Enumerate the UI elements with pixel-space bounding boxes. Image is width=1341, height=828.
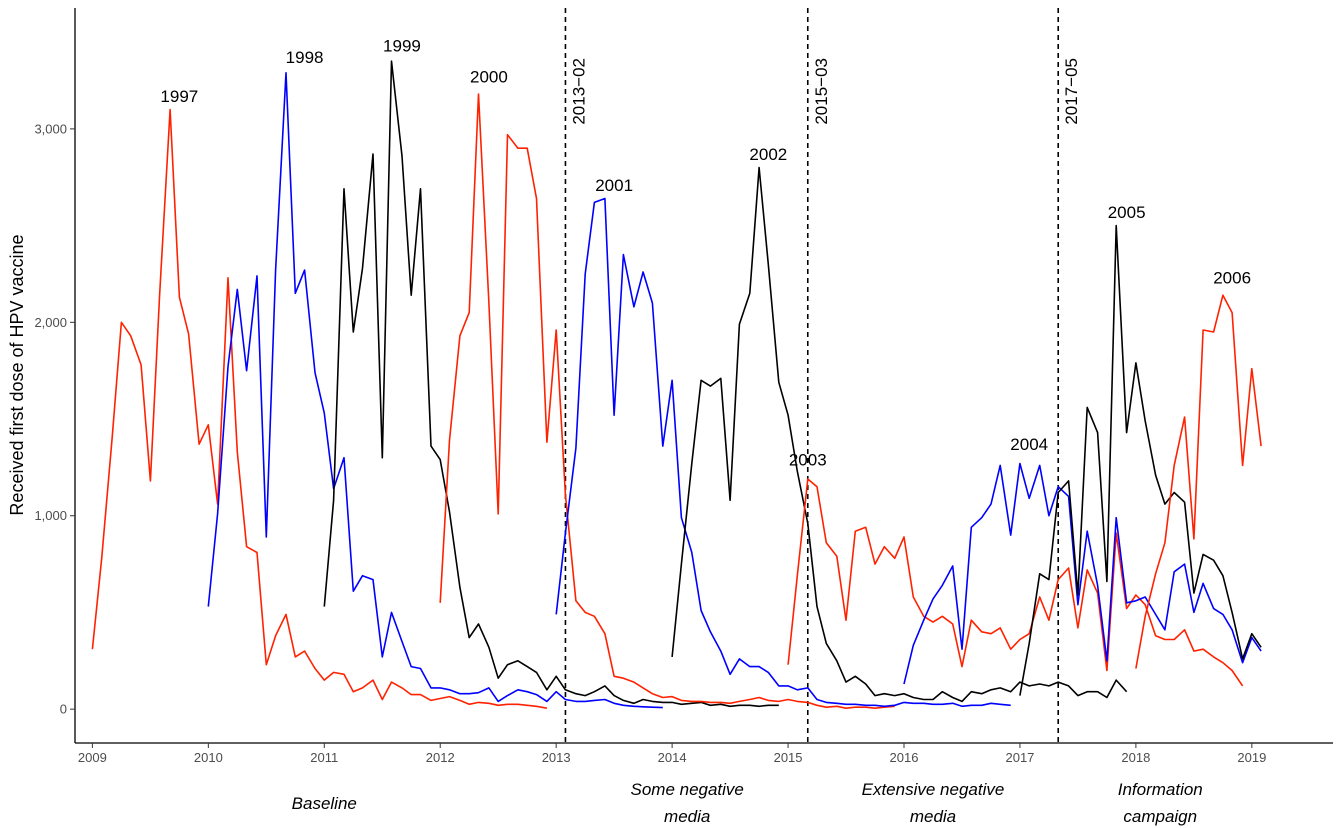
series-line-2006 [1135,294,1262,669]
series-label-2004: 2004 [1010,435,1048,454]
series-lines [91,60,1262,709]
x-axis: 2009 2010 2011 2012 2013 2014 2015 2016 2017 2018… [75,742,1333,765]
series-label-2001: 2001 [595,176,633,195]
period-label: Information [1118,780,1203,799]
y-axis: 0 1,000 2,000 3,000 [34,8,76,743]
period-labels: Baseline Some negative media Extensive nega… [292,780,1203,826]
cohort-labels: 1997 1998 1999 2000 2001 2002 2003 2004 2005 2006 [160,37,1251,470]
x-tick-label: 2015 [774,750,803,765]
y-tick-label: 1,000 [34,508,67,523]
series-label-2006: 2006 [1213,269,1251,288]
x-tick-label: 2009 [78,750,107,765]
series-label-1997: 1997 [160,87,198,106]
x-tick-label: 2012 [426,750,455,765]
period-label: media [910,807,956,826]
y-tick-label: 0 [60,702,67,717]
series-line-2002 [671,166,1128,703]
period-label: media [664,807,710,826]
event-lines: 2013−02 2015−03 2017−05 [564,8,1081,743]
y-tick-label: 2,000 [34,315,67,330]
x-tick-label: 2016 [890,750,919,765]
x-tick-label: 2019 [1237,750,1266,765]
period-label: Baseline [292,794,357,813]
x-tick-label: 2014 [658,750,687,765]
series-label-2000: 2000 [470,67,508,86]
series-label-2005: 2005 [1108,203,1146,222]
series-line-2000 [439,93,895,709]
x-tick-label: 2011 [310,750,338,765]
period-label: Some negative [630,780,743,799]
period-label: campaign [1123,807,1197,826]
series-line-1998 [207,72,663,709]
event-label: 2015−03 [812,58,831,125]
x-tick-label: 2010 [194,750,223,765]
period-label: Extensive negative [862,780,1005,799]
event-label: 2017−05 [1062,58,1081,125]
y-tick-label: 3,000 [34,121,67,136]
series-line-2005 [1019,224,1262,696]
series-label-1999: 1999 [383,37,421,56]
y-axis-title: Received first dose of HPV vaccine [7,234,27,515]
series-line-2001 [555,197,1011,708]
event-label: 2013−02 [569,58,588,125]
series-label-1998: 1998 [286,48,324,67]
series-label-2002: 2002 [749,145,787,164]
series-line-1999 [323,60,779,708]
x-tick-label: 2017 [1005,750,1034,765]
series-line-1997 [91,108,548,709]
series-line-2004 [903,462,1262,685]
series-label-2003: 2003 [789,450,827,469]
x-tick-label: 2018 [1121,750,1150,765]
series-line-2003 [787,478,1244,687]
x-tick-label: 2013 [542,750,571,765]
